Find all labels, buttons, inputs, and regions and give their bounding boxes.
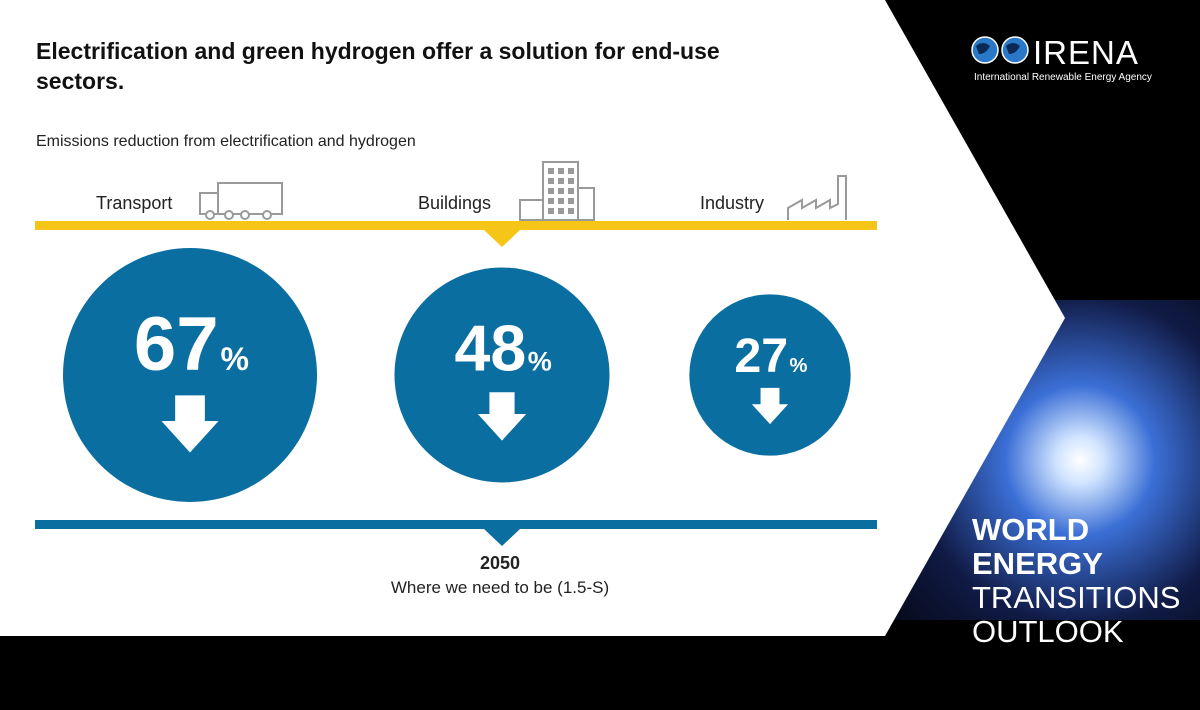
value-bubble bbox=[689, 294, 851, 456]
building-window-icon bbox=[548, 198, 554, 204]
building-window-icon bbox=[558, 208, 564, 214]
truck-wheel-icon bbox=[262, 210, 272, 220]
page-title: Electrification and green hydrogen offer… bbox=[36, 38, 720, 94]
irena-wordmark: IRENA bbox=[1033, 34, 1139, 71]
top-bar-pointer bbox=[484, 230, 520, 247]
top-bar bbox=[35, 221, 877, 230]
chart-title: Emissions reduction from electrification… bbox=[36, 133, 416, 150]
category-label: Buildings bbox=[418, 193, 492, 213]
category-label: Industry bbox=[700, 193, 765, 213]
scenario-year: 2050 bbox=[479, 553, 521, 573]
building-window-icon bbox=[568, 178, 574, 184]
bottom-bar-pointer bbox=[484, 529, 520, 546]
building-window-icon bbox=[548, 188, 554, 194]
value-label: 27 bbox=[734, 329, 788, 383]
value-unit: % bbox=[220, 341, 248, 377]
weto-line-4: OUTLOOK bbox=[972, 614, 1124, 649]
truck-wheel-icon bbox=[205, 210, 215, 220]
building-window-icon bbox=[568, 168, 574, 174]
value-label: 48 bbox=[455, 313, 527, 385]
truck-icon bbox=[199, 182, 283, 215]
buildings-icon bbox=[519, 161, 595, 221]
value-bubble bbox=[394, 267, 610, 483]
down-arrow-icon bbox=[751, 387, 789, 425]
weto-line-3: TRANSITIONS bbox=[972, 580, 1181, 615]
truck-wheel-icon bbox=[224, 210, 234, 220]
building-window-icon bbox=[548, 168, 554, 174]
bottom-bar bbox=[35, 520, 877, 529]
weto-line-2: ENERGY bbox=[972, 546, 1103, 581]
weto-line-1: WORLD bbox=[972, 512, 1090, 547]
building-window-icon bbox=[558, 178, 564, 184]
scenario-label: Where we need to be (1.5-S) bbox=[390, 578, 610, 597]
down-arrow-icon bbox=[477, 392, 527, 441]
building-window-icon bbox=[548, 208, 554, 214]
building-window-icon bbox=[568, 208, 574, 214]
down-arrow-icon bbox=[161, 395, 219, 453]
building-window-icon bbox=[558, 168, 564, 174]
category-label: Transport bbox=[96, 193, 173, 213]
irena-full-name: International Renewable Energy Agency bbox=[974, 72, 1152, 83]
chart: 67% 48% 27% bbox=[35, 161, 877, 546]
building-window-icon bbox=[558, 198, 564, 204]
irena-globe-icon bbox=[971, 36, 1029, 64]
value-unit: % bbox=[528, 346, 552, 377]
building-window-icon bbox=[568, 188, 574, 194]
building-window-icon bbox=[558, 188, 564, 194]
building-window-icon bbox=[568, 198, 574, 204]
infographic: Electrification and green hydrogen offer… bbox=[0, 0, 1200, 649]
factory-icon bbox=[787, 175, 847, 220]
truck-wheel-icon bbox=[240, 210, 250, 220]
value-bubble bbox=[63, 248, 317, 502]
value-label: 67 bbox=[134, 302, 219, 387]
building-window-icon bbox=[548, 178, 554, 184]
value-unit: % bbox=[789, 355, 807, 377]
weto-branding: WORLD ENERGY TRANSITIONS OUTLOOK bbox=[972, 513, 1180, 649]
